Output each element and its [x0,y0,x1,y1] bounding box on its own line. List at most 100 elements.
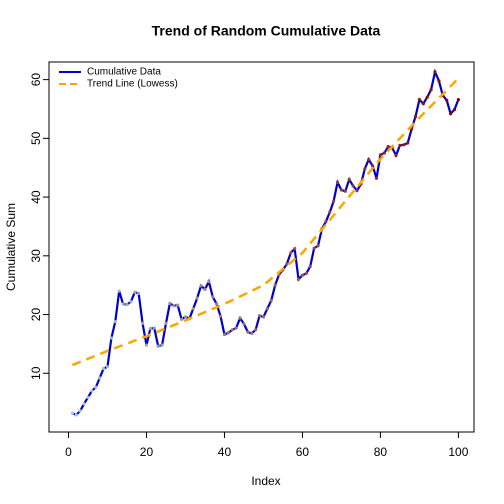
data-point [148,327,152,331]
data-point [156,344,160,348]
data-point [207,280,211,284]
data-point [449,112,453,116]
data-point [70,411,74,415]
data-point [250,331,254,335]
data-point [137,291,141,295]
data-point [215,302,219,306]
data-point [199,284,203,288]
data-point [211,295,215,299]
data-point [382,151,386,155]
data-point [160,343,164,347]
data-point [324,220,328,224]
data-point [371,164,375,168]
y-tick-label: 50 [29,131,43,145]
data-point [328,210,332,214]
data-point [86,395,90,399]
data-point [90,389,94,393]
data-point [425,95,429,99]
data-point [335,180,340,184]
data-point [125,302,129,307]
data-point [179,317,184,321]
data-point [238,316,242,320]
x-tick-label: 80 [374,445,388,459]
data-point [222,332,227,337]
data-point [164,321,168,325]
data-point [312,246,316,250]
data-point [98,376,102,380]
data-point [378,153,383,157]
data-point [343,189,347,193]
data-point [265,307,269,311]
series-line [71,68,460,417]
data-point [78,409,82,413]
data-point [254,328,258,332]
data-point [82,402,86,406]
data-point [191,307,195,311]
data-point [195,296,199,300]
data-point [168,301,172,305]
data-point [394,153,398,157]
data-point [234,326,238,330]
data-point [246,330,250,334]
x-tick-label: 0 [65,445,72,459]
data-point [347,177,351,182]
data-point [308,264,312,268]
data-point [429,88,433,92]
data-point [367,157,371,162]
data-point [445,98,449,102]
legend-label: Cumulative Data [87,67,161,78]
data-point [94,385,98,389]
series-line [71,77,460,367]
data-point [140,321,145,325]
x-axis-label: Index [251,474,280,488]
data-point [386,144,390,149]
data-point [437,79,441,83]
data-point [402,143,406,147]
data-point [230,328,234,332]
x-tick-label: 40 [218,445,232,459]
data-point [304,271,308,276]
data-point [273,283,277,287]
y-tick-label: 20 [29,308,43,322]
data-point [363,167,367,171]
data-point [296,277,301,281]
data-point [172,304,176,308]
data-point [452,107,457,112]
data-point [261,315,266,319]
data-point [355,189,359,193]
y-axis-label: Cumulative Sum [4,203,18,291]
data-point [398,143,402,147]
data-point [129,300,133,304]
data-point [300,273,305,277]
x-tick-label: 20 [140,445,154,459]
data-point [152,326,156,330]
data-point [101,366,106,371]
data-point [417,97,422,102]
x-tick-label: 60 [296,445,310,459]
data-point [332,199,336,203]
data-point [456,97,461,102]
data-point [316,244,320,248]
y-tick-label: 10 [29,366,43,380]
data-point [144,343,149,347]
data-point [74,413,78,417]
y-tick-label: 40 [29,190,43,204]
data-point [269,298,273,303]
data-point [113,319,117,324]
chart-title: Trend of Random Cumulative Data [152,23,381,39]
data-point [117,289,121,293]
data-point [433,70,437,74]
data-point [406,141,410,145]
data-point [176,303,180,307]
legend-label: Trend Line (Lowess) [87,79,178,90]
data-point [413,115,418,119]
data-point [105,365,110,369]
data-point [339,188,344,192]
data-point [109,336,113,340]
y-tick-label: 60 [29,73,43,87]
data-point [133,290,137,294]
data-point [203,287,207,291]
data-point [226,331,230,335]
x-tick-label: 100 [448,445,468,459]
